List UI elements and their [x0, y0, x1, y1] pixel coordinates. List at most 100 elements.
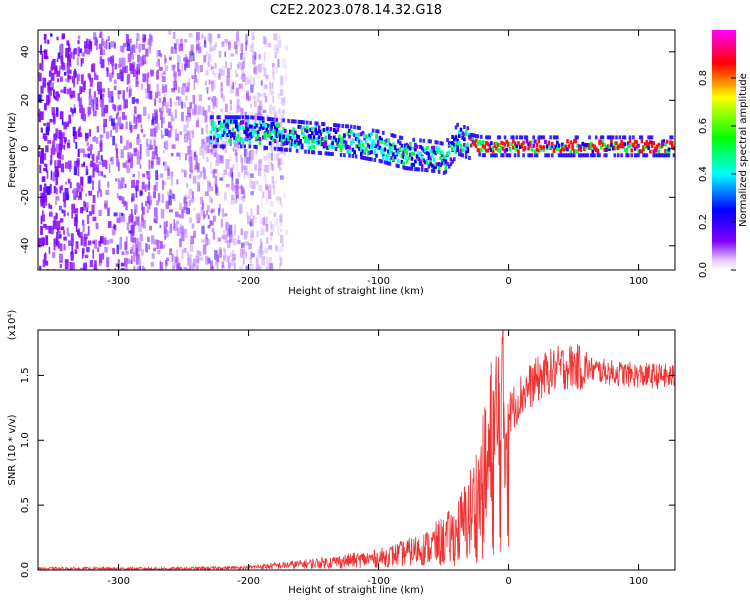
y-tick-label: 40	[20, 45, 31, 58]
spectrogram-cell	[224, 192, 227, 201]
spectrogram-cell	[164, 264, 167, 270]
spectrogram-cell	[261, 197, 263, 208]
spectrogram-cell	[483, 153, 486, 158]
spectrogram-cell	[295, 138, 299, 143]
spectrogram-cell	[200, 171, 203, 178]
spectrogram-cell	[146, 171, 151, 180]
spectrogram-cell	[240, 75, 243, 80]
spectrogram-cell	[459, 148, 463, 153]
spectrogram-cell	[40, 44, 42, 55]
spectrogram-cell	[211, 126, 214, 131]
spectrogram-cell	[207, 257, 211, 264]
spectrogram-cell	[530, 147, 534, 152]
spectrogram-cell	[160, 241, 163, 249]
spectrogram-cell	[181, 168, 184, 173]
spectrogram-cell	[608, 135, 611, 140]
spectrogram-cell	[280, 118, 283, 123]
spectrogram-cell	[358, 142, 361, 147]
spectrogram-cell	[122, 177, 125, 183]
spectrogram-cell	[343, 143, 346, 148]
spectrogram-cell	[338, 134, 341, 139]
spectrogram-cell	[574, 149, 578, 154]
spectrogram-cell	[263, 173, 266, 177]
spectrogram-cell	[150, 69, 154, 74]
spectrogram-cell	[142, 173, 146, 178]
spectrogram-cell	[324, 140, 328, 145]
spectrogram-cell	[241, 162, 244, 168]
spectrogram-cell	[117, 116, 122, 127]
spectrogram-cell	[264, 96, 268, 103]
spectrogram-cell	[50, 226, 54, 235]
spectrogram-cell	[417, 156, 421, 161]
spectrogram-cell	[269, 80, 271, 85]
spectrogram-cell	[207, 205, 210, 212]
spectrogram-cell	[354, 144, 358, 149]
spectrogram-cell	[343, 153, 346, 158]
spectrogram-cell	[185, 115, 188, 121]
spectrogram-cell	[229, 104, 232, 111]
spectrogram-cell	[496, 148, 500, 152]
spectrogram-cell	[203, 40, 207, 48]
spectrogram-cell	[299, 120, 302, 124]
spectrogram-cell	[246, 211, 249, 217]
spectrogram-cell	[119, 45, 123, 52]
spectrogram-cell	[338, 144, 341, 148]
spectrogram-cell	[561, 147, 564, 151]
spectrogram-cell	[444, 165, 448, 170]
spectrogram-cell	[424, 168, 427, 172]
spectrogram-cell	[133, 147, 137, 157]
spectrogram-cell	[373, 142, 377, 147]
spectrogram-cell	[221, 261, 225, 268]
spectrogram-cell	[224, 127, 228, 132]
spectrogram-cell	[259, 218, 262, 225]
spectrogram-cell	[169, 98, 172, 107]
spectrogram-cell	[474, 144, 478, 149]
spectrogram-cell	[218, 115, 221, 120]
spectrogram-cell	[278, 133, 282, 138]
spectrogram-cell	[498, 142, 502, 147]
spectrogram-cell	[183, 267, 188, 270]
spectrogram-cell	[645, 140, 649, 144]
spectrogram-cell	[573, 149, 576, 154]
spectrogram-cell	[292, 134, 295, 139]
spectrogram-cell	[47, 39, 50, 45]
spectrogram-cell	[93, 239, 98, 249]
spectrogram-cell	[50, 82, 54, 89]
spectrogram-cell	[270, 127, 273, 131]
spectrogram-cell	[579, 153, 583, 158]
spectrogram-cell	[299, 139, 302, 143]
spectrogram-cell	[265, 196, 268, 205]
spectrogram-cell	[360, 140, 363, 144]
spectrogram-cell	[520, 142, 524, 147]
spectrogram-cell	[267, 123, 270, 128]
spectrogram-cell	[336, 127, 339, 132]
spectrogram-cell	[236, 63, 240, 68]
spectrogram-cell	[505, 153, 508, 158]
spectrogram-cell	[368, 133, 372, 138]
x-tick-label: -300	[107, 576, 130, 587]
spectrogram-cell	[270, 162, 273, 166]
spectrogram-cell	[385, 154, 388, 159]
spectrogram-cell	[94, 72, 97, 80]
spectrogram-cell	[134, 238, 139, 246]
spectrogram-cell	[148, 202, 151, 210]
spectrogram-cell	[66, 227, 69, 235]
spectrogram-cell	[209, 115, 213, 120]
spectrogram-cell	[655, 144, 659, 149]
spectrogram-cell	[297, 124, 301, 129]
spectrogram-cell	[481, 140, 485, 144]
spectrogram-cell	[221, 42, 225, 47]
spectrogram-cell	[65, 78, 68, 82]
spectrogram-cell	[174, 43, 177, 50]
spectrogram-cell	[110, 41, 115, 48]
spectrogram-cell	[311, 139, 314, 144]
spectrogram-cell	[278, 157, 281, 167]
spectrogram-cell	[252, 51, 256, 58]
spectrogram-cell	[272, 72, 275, 82]
spectrogram-cell	[311, 150, 314, 155]
spectrogram-cell	[67, 75, 72, 80]
spectrogram-cell	[38, 114, 41, 123]
spectrogram-cell	[387, 149, 390, 154]
spectrogram-cell	[258, 265, 262, 270]
spectrogram-cell	[40, 85, 44, 94]
